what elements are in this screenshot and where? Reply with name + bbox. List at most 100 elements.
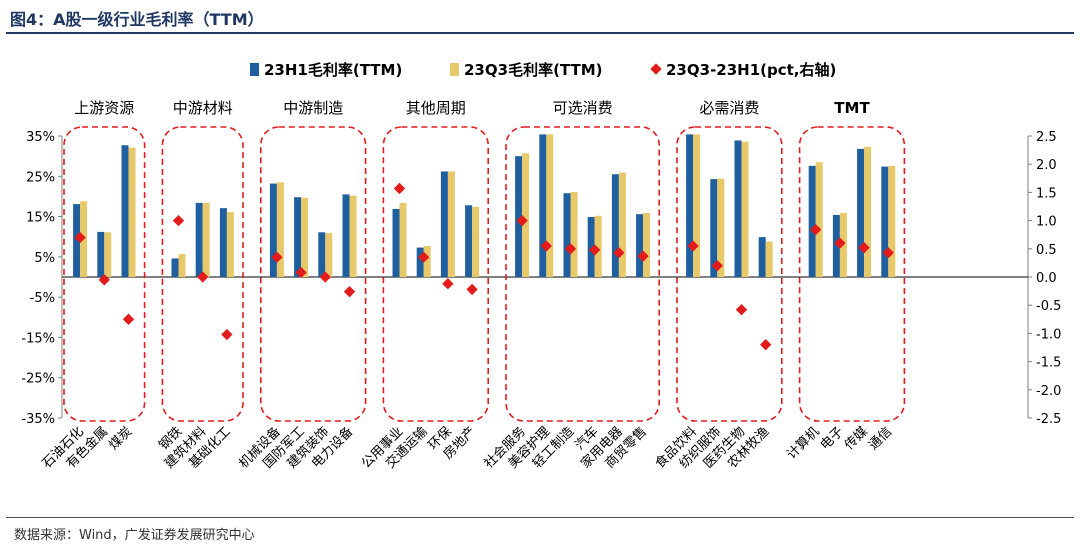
diff-marker — [343, 286, 356, 298]
group-box-3 — [259, 126, 367, 422]
bar-q3 — [104, 232, 112, 277]
right-tick-label: -1.5 — [1036, 356, 1061, 371]
right-tick-label: 2.0 — [1036, 158, 1057, 173]
bar-h1 — [611, 174, 619, 277]
bar-h1 — [563, 193, 571, 277]
diff-marker — [834, 237, 846, 249]
group-title: 必需消费 — [699, 99, 759, 117]
bar-h1 — [587, 216, 595, 277]
bar-h1 — [318, 232, 326, 277]
right-tick-label: -2.5 — [1036, 412, 1061, 427]
bar-h1 — [539, 134, 547, 277]
bar-h1 — [195, 202, 203, 277]
right-tick-label: 1.0 — [1036, 215, 1057, 230]
category-label: 通信 — [866, 424, 895, 453]
left-tick-label: 35% — [26, 130, 55, 145]
group-title: 中游材料 — [173, 99, 233, 117]
bar-q3 — [301, 197, 309, 277]
right-tick-label: -0.5 — [1036, 299, 1061, 314]
legend-swatch-2 — [450, 63, 459, 76]
bar-q3 — [423, 245, 431, 277]
group-box-6 — [676, 126, 783, 422]
bar-q3 — [226, 212, 234, 277]
bar-h1 — [465, 205, 473, 277]
bar-h1 — [342, 194, 350, 277]
left-tick-label: 5% — [34, 251, 55, 266]
diff-marker — [564, 243, 577, 255]
bar-q3 — [546, 134, 554, 277]
diff-marker — [687, 240, 699, 252]
bar-q3 — [815, 162, 823, 277]
group-title: 中游制造 — [283, 99, 343, 117]
category-label: 传媒 — [842, 424, 871, 453]
diff-marker — [589, 244, 601, 256]
bar-q3 — [570, 191, 578, 277]
bar-h1 — [269, 183, 277, 277]
bar-q3 — [522, 153, 530, 277]
diff-marker — [466, 283, 478, 296]
title-bar: 图4：A股一级行业毛利率（TTM） — [6, 2, 1074, 34]
legend-label-1: 23H1毛利率(TTM) — [264, 61, 402, 79]
left-tick-label: -15% — [21, 331, 55, 346]
category-label: 计算机 — [784, 424, 822, 462]
diff-marker — [540, 240, 552, 252]
bar-q3 — [693, 134, 701, 277]
figure-title: 图4：A股一级行业毛利率（TTM） — [10, 10, 264, 29]
bar-h1 — [294, 197, 302, 277]
diff-marker — [735, 304, 748, 316]
right-tick-label: 0.5 — [1036, 243, 1057, 258]
bar-h1 — [881, 166, 889, 277]
diff-marker — [172, 214, 185, 227]
bar-q3 — [472, 206, 480, 277]
bar-q3 — [349, 195, 357, 277]
bar-h1 — [808, 165, 816, 277]
group-box-7 — [798, 126, 906, 422]
diff-marker — [393, 182, 406, 195]
bar-h1 — [121, 145, 129, 277]
bar-h1 — [440, 171, 448, 277]
diff-marker — [760, 339, 772, 351]
bar-h1 — [171, 258, 179, 277]
bar-h1 — [857, 148, 865, 277]
bar-q3 — [594, 215, 602, 277]
group-title: 其他周期 — [406, 99, 466, 117]
diff-marker — [810, 223, 822, 236]
group-box-4 — [382, 126, 489, 422]
bar-q3 — [717, 178, 725, 277]
bar-q3 — [276, 182, 284, 277]
category-label: 煤炭 — [106, 424, 135, 453]
left-tick-label: -35% — [21, 412, 55, 427]
bar-q3 — [864, 146, 872, 277]
group-title: 可选消费 — [553, 99, 613, 117]
diff-marker — [858, 242, 870, 254]
group-box-1 — [63, 126, 146, 422]
diff-marker — [122, 313, 135, 325]
diff-marker — [711, 260, 723, 272]
bar-q3 — [765, 241, 773, 277]
source-divider — [6, 517, 1074, 518]
bar-h1 — [515, 156, 523, 277]
bar-h1 — [686, 134, 694, 277]
category-label: 电子 — [818, 424, 847, 453]
group-title: TMT — [834, 99, 870, 117]
bar-h1 — [636, 214, 644, 277]
bar-q3 — [447, 171, 455, 277]
legend-label-2: 23Q3毛利率(TTM) — [464, 61, 603, 79]
group-title: 上游资源 — [74, 99, 134, 117]
group-box-5 — [505, 126, 660, 422]
diff-marker — [197, 271, 209, 283]
bar-q3 — [202, 202, 210, 277]
diff-marker — [271, 251, 283, 263]
diff-marker — [516, 214, 528, 227]
legend-label-3: 23Q3-23H1(pct,右轴) — [666, 61, 836, 79]
left-tick-label: 25% — [26, 170, 55, 185]
bar-h1 — [416, 247, 424, 277]
right-tick-label: 2.5 — [1036, 130, 1057, 145]
left-tick-label: -5% — [30, 291, 55, 306]
diff-marker — [221, 328, 233, 341]
left-tick-label: -25% — [21, 372, 55, 387]
bar-h1 — [710, 179, 718, 277]
group-box-2 — [161, 126, 244, 422]
right-tick-label: 1.5 — [1036, 186, 1057, 201]
